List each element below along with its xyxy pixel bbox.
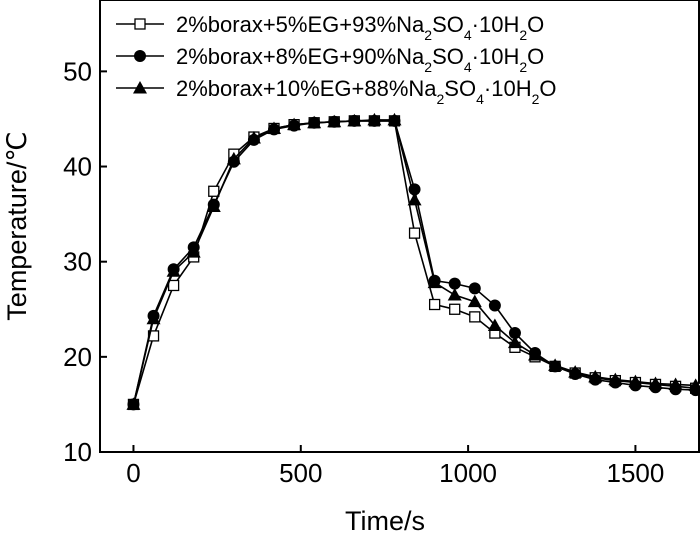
y-tick-label: 50 [63,56,92,86]
data-point [327,114,342,128]
axis-tick-labels: 0 500 1000 1500 10 20 30 40 50 [63,56,664,488]
data-point [267,121,282,134]
data-point [146,311,161,325]
series-line [132,119,696,405]
legend-marker [134,50,146,62]
data-point [668,377,683,390]
data-point [186,245,201,258]
legend-label: 2%borax+10%EG+88%Na2SO4·10H2O [176,76,557,107]
data-point [428,298,441,311]
data-point [448,277,461,290]
legend-label: 2%borax+5%EG+93%Na2SO4·10H2O [176,12,544,43]
y-tick-label: 40 [63,152,92,182]
data-point [407,192,422,206]
data-point [608,372,623,386]
legend-marker [133,81,147,94]
x-tick-label: 1000 [439,458,497,488]
y-axis-title: Temperature/℃ [2,131,32,320]
y-tick-label: 20 [63,342,92,372]
x-tick-label: 0 [126,458,140,488]
data-point [548,358,563,371]
data-point [688,378,700,391]
data-point [287,117,302,131]
data-point [126,397,141,410]
data-point [449,303,461,315]
series-line [132,120,696,405]
series-layer [126,112,700,411]
data-point [427,275,442,289]
data-point [628,374,643,388]
legend-item-2: 2%borax+8%EG+90%Na2SO4·10H2O [116,44,544,75]
data-point [206,199,221,212]
data-point [468,282,481,295]
data-point [246,130,261,144]
data-point [467,294,482,308]
data-point [167,279,180,292]
legend-item-3: 2%borax+10%EG+88%Na2SO4·10H2O [116,76,557,107]
data-point [166,264,181,277]
x-tick-label: 1500 [606,458,664,488]
legend-label: 2%borax+8%EG+90%Na2SO4·10H2O [176,44,544,75]
data-point [367,112,382,126]
series-line [132,120,696,405]
data-point [508,327,521,340]
data-point [347,113,362,127]
data-point [208,185,220,197]
data-point [307,115,322,129]
data-point [226,151,241,165]
data-point [648,376,663,389]
data-point [528,347,543,361]
x-axis-title: Time/s [345,506,425,535]
data-point [568,365,583,378]
y-tick-label: 30 [63,247,92,277]
legend: 2%borax+5%EG+93%Na2SO4·10H2O2%borax+8%EG… [116,12,557,107]
data-point [588,369,603,383]
plot-frame [99,0,700,453]
data-point [447,287,462,301]
data-point [487,318,502,331]
series-2 [127,114,700,411]
data-point [507,335,522,349]
data-point [469,311,481,323]
series-1 [127,115,700,411]
data-point [488,299,501,312]
x-tick-label: 500 [279,458,322,488]
series-3 [126,112,700,410]
y-tick-label: 10 [63,437,92,467]
axis-ticks [100,70,637,453]
data-point [387,112,402,126]
data-point [408,227,421,239]
legend-item-1: 2%borax+5%EG+93%Na2SO4·10H2O [116,12,544,43]
legend-marker [134,18,146,30]
